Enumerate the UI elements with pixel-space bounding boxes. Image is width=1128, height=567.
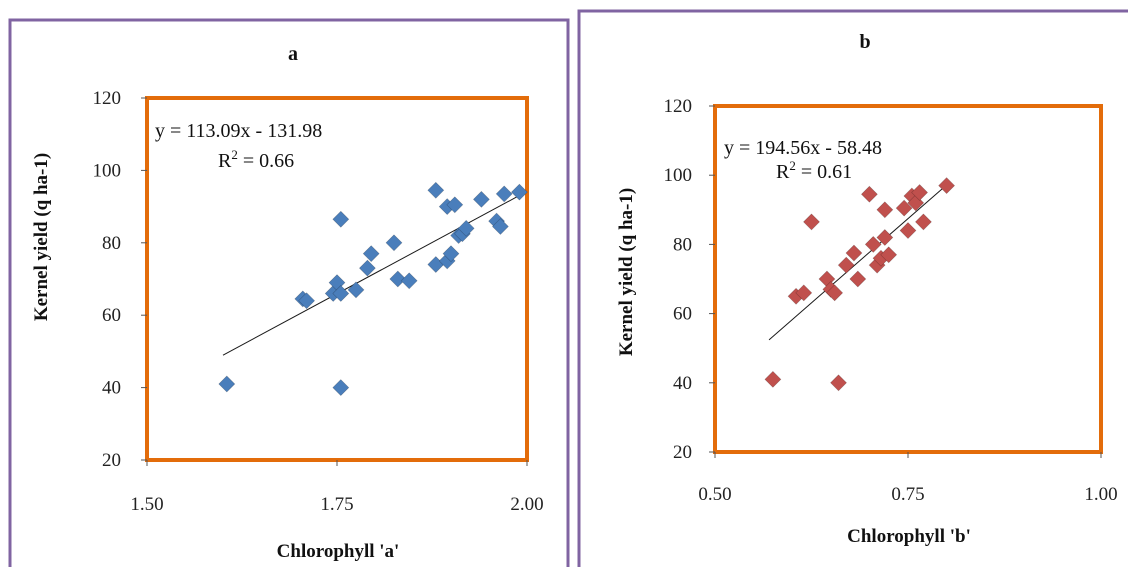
panel-a-r-squared-prefix: R	[218, 150, 232, 172]
panel-a-data-point	[218, 375, 236, 393]
panel-b-y-tick-label: 80	[673, 234, 692, 255]
panel-a-data-point	[491, 218, 509, 235]
panel-a-y-tick-label: 60	[102, 305, 121, 326]
panel-a-data-point	[298, 292, 316, 310]
panel-b-r-squared-prefix: R	[776, 161, 790, 183]
panel-b-data-point	[915, 213, 932, 231]
panel-b-x-axis-label: Chlorophyll 'b'	[847, 526, 971, 547]
panel-b-data-point	[849, 270, 867, 288]
panel-a-equation: y = 113.09x - 131.98	[155, 120, 322, 142]
panel-a-data-point	[347, 281, 365, 299]
panel-a-y-axis-label: Kernel yield (q ha-1)	[31, 153, 52, 321]
panel-b-title: b	[859, 31, 870, 53]
panel-a-data-point	[400, 272, 418, 290]
panel-a-data-point	[332, 210, 350, 228]
panel-b: b 20 40 60 80 100 120 0.50 0.75 1.00 y = 194.56…	[577, 9, 1128, 567]
panel-b-plot-area	[713, 104, 1103, 454]
panel-b-data-point	[830, 374, 847, 392]
panel-b-y-tick-label: 120	[664, 96, 693, 117]
panel-b-y-tick-label: 60	[673, 304, 692, 325]
panel-a-data-point	[427, 181, 445, 199]
panel-b-y-tick-label: 20	[673, 442, 692, 463]
panel-a-y-tick-label: 40	[102, 378, 121, 399]
panel-a-x-tick-label: 1.75	[320, 494, 353, 515]
panel-b-r-squared-value: = 0.61	[796, 161, 852, 183]
panel-b-data-point	[938, 177, 956, 195]
panel-a-y-tick-label: 80	[102, 233, 121, 254]
panel-a-x-ticks: 1.50 1.75 2.00	[130, 460, 544, 515]
panel-b-x-tick-label: 0.50	[698, 484, 731, 505]
panel-b-r-squared-exponent: 2	[789, 158, 796, 173]
panel-b-equation: y = 194.56x - 58.48	[724, 137, 882, 159]
panel-b-x-ticks: 0.50 0.75 1.00	[698, 452, 1118, 505]
panel-b-data-point	[837, 256, 855, 274]
panel-a-points	[218, 181, 528, 397]
panel-a-r-squared-exponent: 2	[231, 147, 238, 162]
panel-a-data-point	[446, 196, 464, 214]
panel-a-data-point	[510, 183, 528, 201]
panel-a-data-point	[495, 185, 513, 203]
panel-a-r-squared: R2 = 0.66	[218, 147, 294, 172]
panel-a-data-point	[389, 270, 407, 288]
panel-a-data-point	[472, 190, 490, 208]
panel-a-y-tick-label: 100	[93, 160, 122, 181]
panel-b-data-point	[826, 284, 844, 302]
panel-b-data-point	[864, 235, 882, 253]
panel-a-data-point	[442, 245, 460, 263]
panel-a-y-tick-label: 20	[102, 450, 121, 471]
panel-a-data-point	[332, 379, 350, 397]
panel-a-x-tick-label: 1.50	[130, 494, 163, 515]
panel-b-y-ticks: 20 40 60 80 100 120	[664, 96, 715, 463]
panel-a-x-axis-label: Chlorophyll 'a'	[277, 541, 400, 562]
panel-b-data-point	[845, 244, 863, 262]
panel-a-data-point	[332, 285, 350, 302]
panel-b-y-tick-label: 100	[664, 165, 693, 186]
panel-b-data-point	[764, 370, 782, 388]
panel-b-y-axis-label: Kernel yield (q ha-1)	[616, 188, 637, 356]
panel-a-title: a	[288, 43, 298, 65]
panel-b-data-point	[876, 229, 894, 246]
panel-b-data-point	[876, 201, 894, 219]
panel-b-data-point	[803, 213, 820, 231]
panel-b-points	[764, 177, 956, 392]
panel-a-y-ticks: 20 40 60 80 100 120	[93, 88, 147, 471]
panel-a-y-tick-label: 120	[93, 88, 122, 109]
panel-b-data-point	[860, 185, 878, 203]
panel-a-data-point	[358, 259, 376, 277]
panel-a-trendline	[222, 195, 520, 356]
panel-b-data-point	[880, 246, 898, 264]
panel-a-data-point	[385, 234, 403, 252]
panel-b-data-point	[911, 184, 929, 201]
panel-b-x-tick-label: 0.75	[891, 484, 924, 505]
panel-b-y-tick-label: 40	[673, 373, 692, 394]
panel-b-data-point	[795, 284, 813, 302]
panel-a-data-point	[457, 219, 475, 237]
panel-b-r-squared: R2 = 0.61	[776, 158, 852, 183]
panel-b-trendline	[768, 184, 947, 341]
panel-a: a 20 40 60 80 100 120 1.50 1.75 2.00 y = 113.09…	[8, 18, 570, 567]
panel-b-x-tick-label: 1.00	[1084, 484, 1117, 505]
panel-a-data-point	[362, 245, 380, 263]
panel-a-r-squared-value: = 0.66	[238, 150, 294, 172]
panel-a-x-tick-label: 2.00	[510, 494, 543, 515]
panel-b-data-point	[895, 199, 913, 217]
panel-b-data-point	[899, 222, 917, 239]
